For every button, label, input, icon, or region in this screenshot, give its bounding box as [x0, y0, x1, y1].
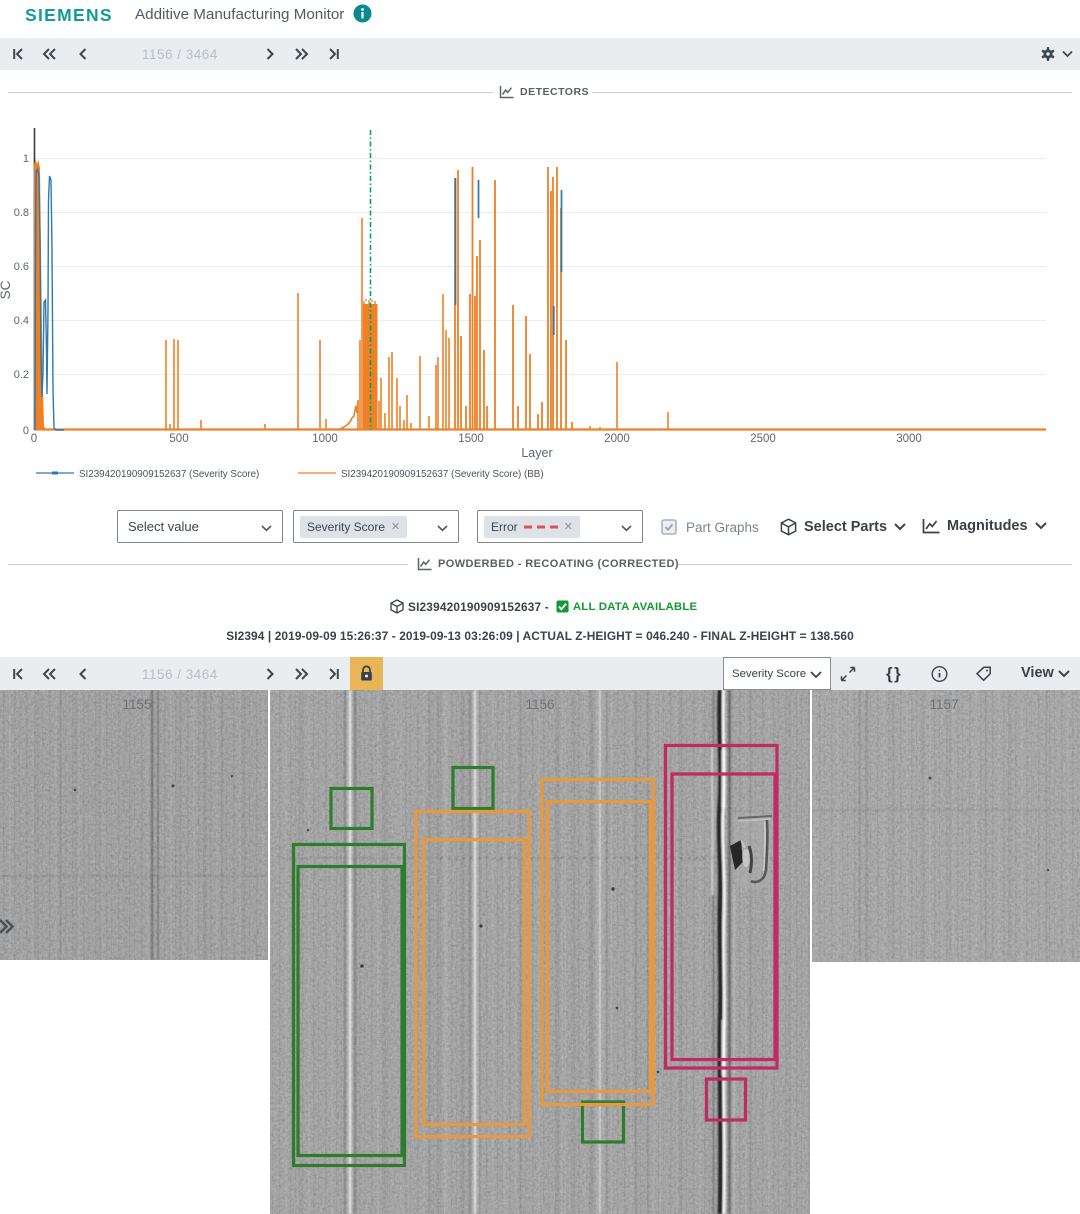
svg-text:0.2: 0.2	[14, 369, 29, 381]
svg-text:0.8: 0.8	[14, 207, 29, 219]
svg-text:500: 500	[169, 433, 188, 445]
svg-text:2000: 2000	[604, 433, 630, 445]
svg-text:1500: 1500	[458, 433, 484, 445]
svg-text:1155: 1155	[122, 697, 151, 712]
svg-text:2500: 2500	[750, 433, 776, 445]
svg-text:SI239420190909152637 (Severity: SI239420190909152637 (Severity Score)	[79, 469, 259, 480]
svg-text:0: 0	[23, 425, 29, 437]
svg-text:1000: 1000	[312, 433, 338, 445]
svg-text:0: 0	[31, 433, 37, 445]
svg-text:1157: 1157	[929, 697, 958, 712]
svg-text:SC: SC	[0, 280, 13, 299]
svg-text:SI239420190909152637 (Severity: SI239420190909152637 (Severity Score) (B…	[341, 469, 544, 480]
svg-text:0.6: 0.6	[14, 261, 29, 273]
svg-text:Layer: Layer	[521, 446, 552, 460]
svg-text:0.4: 0.4	[14, 315, 29, 327]
svg-text:1156: 1156	[525, 697, 554, 712]
svg-text:3000: 3000	[896, 433, 922, 445]
svg-text:1: 1	[23, 153, 29, 165]
